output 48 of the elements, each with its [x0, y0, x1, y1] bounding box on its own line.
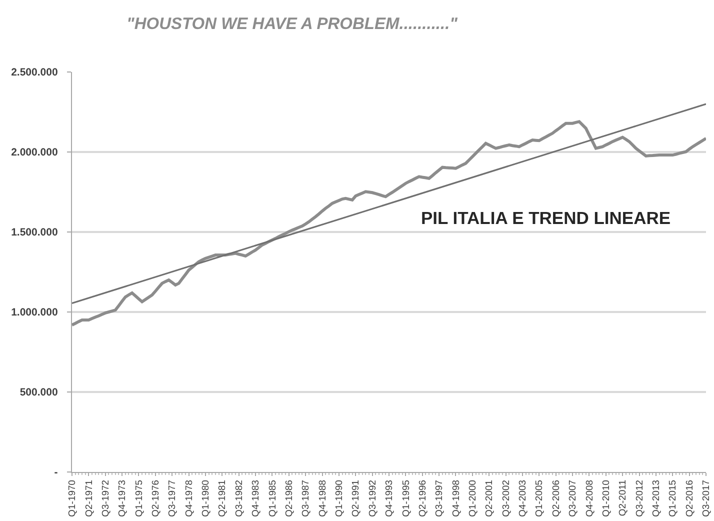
- x-tick-label: Q3-1977: [167, 480, 178, 517]
- y-tick-label: 1.000.000: [11, 306, 58, 319]
- x-tick-label: Q3-2012: [634, 480, 646, 517]
- x-tick-label: Q4-1998: [450, 480, 462, 517]
- x-tick-label: Q3-2017: [701, 480, 712, 517]
- chart-title: "HOUSTON WE HAVE A PROBLEM...........": [126, 14, 458, 33]
- x-tick-label: Q4-1988: [317, 480, 328, 517]
- x-tick-label: Q3-1972: [100, 480, 112, 517]
- y-tick-label: 500.000: [20, 386, 58, 399]
- x-tick-label: Q4-2008: [584, 480, 596, 517]
- x-tick-label: Q3-1992: [367, 480, 378, 517]
- x-tick-label: Q2-1991: [350, 480, 362, 517]
- x-tick-label: Q2-1996: [417, 480, 428, 517]
- x-tick-label: Q2-2011: [618, 480, 629, 516]
- x-tick-label: Q1-1985: [267, 480, 278, 517]
- y-tick-label: -: [54, 466, 58, 479]
- x-tick-label: Q2-1971: [84, 480, 95, 517]
- x-tick-label: Q1-2000: [468, 480, 479, 517]
- x-tick-label: Q4-1978: [184, 480, 195, 517]
- y-tick-label: 1.500.000: [11, 226, 58, 239]
- x-tick-label: Q1-2010: [600, 480, 612, 517]
- line-series: [72, 120, 706, 326]
- x-tick-label: Q4-2003: [518, 480, 529, 517]
- x-tick-label: Q4-1993: [384, 480, 396, 517]
- x-tick-label: Q2-2016: [684, 480, 696, 517]
- x-tick-label: Q2-1981: [217, 480, 228, 517]
- x-tick-label: Q2-2001: [484, 480, 496, 517]
- y-tick-label: 2.000.000: [11, 146, 58, 159]
- x-tick-label: Q1-1975: [134, 480, 145, 517]
- x-tick-label: Q1-1995: [400, 480, 412, 517]
- x-tick-label: Q2-2006: [550, 480, 562, 517]
- x-tick-label: Q4-2013: [651, 480, 662, 517]
- x-tick-label: Q1-1970: [67, 480, 78, 517]
- y-tick-label: 2.500.000: [11, 66, 58, 79]
- x-tick-label: Q3-2002: [500, 480, 512, 517]
- x-tick-label: Q3-1982: [234, 480, 245, 517]
- x-tick-label: Q3-2007: [568, 480, 579, 517]
- x-tick-label: Q3-1997: [434, 480, 446, 517]
- annotation: PIL ITALIA E TREND LINEARE: [421, 208, 671, 228]
- x-tick-label: Q1-1990: [334, 480, 346, 517]
- x-tick-label: Q1-2015: [668, 480, 679, 517]
- x-tick-label: Q3-1987: [300, 480, 312, 517]
- x-tick-label: Q2-1986: [284, 480, 295, 517]
- x-tick-label: Q1-1980: [200, 480, 212, 517]
- x-tick-label: Q4-1983: [250, 480, 262, 517]
- x-tick-label: Q4-1973: [117, 480, 128, 517]
- x-tick-label: Q2-1976: [150, 480, 162, 517]
- x-tick-label: Q1-2005: [534, 480, 546, 517]
